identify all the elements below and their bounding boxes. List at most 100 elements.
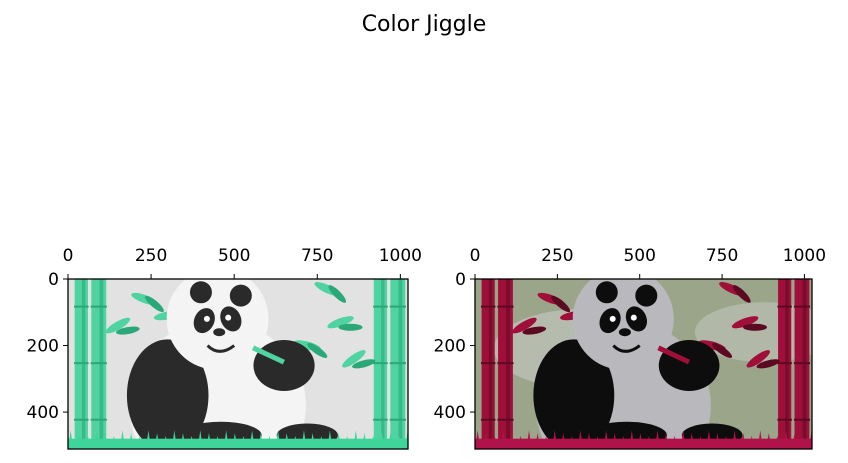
y-tick-label: 0: [455, 270, 466, 290]
x-tick-label: 1000: [379, 246, 422, 266]
grass-blade: [154, 433, 160, 449]
grass-blade: [258, 433, 264, 449]
bamboo-node: [793, 305, 811, 308]
grass-blade: [714, 433, 721, 449]
bamboo-leaf: [551, 295, 571, 313]
grass-blade: [663, 433, 669, 449]
panda-eye-patch: [599, 308, 621, 334]
panda-nose: [213, 328, 226, 337]
panda-arm-right: [253, 339, 315, 391]
grass-blade: [145, 430, 152, 449]
grass-blade: [309, 433, 316, 449]
bamboo-leaf: [115, 326, 140, 335]
grass-blade: [102, 433, 108, 449]
x-tick-label: 1000: [783, 246, 826, 266]
grass-blade: [774, 435, 781, 449]
x-tick-label: 0: [63, 246, 74, 266]
y-tick-label: 0: [48, 270, 59, 290]
grass-blade: [706, 430, 712, 449]
grass-blade: [671, 435, 678, 449]
bamboo-leaf: [338, 323, 363, 331]
bamboo-leaf: [746, 350, 770, 368]
bamboo-node: [389, 418, 407, 421]
bamboo-node: [389, 362, 407, 365]
grass-blade: [517, 435, 524, 449]
x-tick-label: 250: [135, 246, 167, 266]
grass-blade: [577, 430, 584, 449]
bamboo-node: [73, 305, 89, 308]
bamboo-leaf: [731, 316, 759, 329]
panda-ear: [595, 281, 618, 304]
grass-blade: [318, 435, 324, 449]
grass-blade: [500, 430, 506, 449]
axes-frame: [474, 278, 813, 450]
grass-blade: [284, 433, 290, 449]
grass-blade: [379, 430, 385, 449]
panda-eye: [203, 315, 210, 322]
grass-blade: [266, 435, 273, 449]
figure-title: Color Jiggle: [361, 12, 487, 37]
bamboo-leaf: [144, 295, 164, 313]
bamboo-node: [777, 362, 792, 365]
image-panel-right: 0 250 500 750 1000 0 200 400: [434, 246, 826, 450]
bamboo-leaf: [756, 359, 780, 369]
grass-blade: [111, 435, 117, 449]
bamboo-node: [90, 305, 107, 308]
grass-blade: [119, 430, 126, 449]
grass-blade: [612, 433, 618, 449]
grass-blade: [76, 433, 82, 449]
bamboo-leaf: [743, 323, 768, 331]
grass-blade: [206, 433, 212, 449]
grass-blade: [475, 430, 481, 449]
bamboo-leaf: [342, 350, 366, 368]
grass-blade: [405, 430, 408, 449]
grass-blade: [396, 435, 402, 449]
grass-blade: [689, 433, 695, 449]
grass-blade: [188, 435, 195, 449]
grass-blade: [483, 433, 489, 449]
bamboo-node: [793, 418, 811, 421]
grass-blade: [223, 430, 229, 449]
bamboo-node: [389, 305, 407, 308]
grass-blade: [586, 433, 592, 449]
grass-blade: [197, 430, 203, 449]
grass-blade: [93, 430, 100, 449]
bamboo-node: [90, 362, 107, 365]
bamboo-node: [497, 362, 514, 365]
bamboo-node: [373, 418, 388, 421]
bamboo-leaf: [105, 317, 131, 334]
x-tick-label: 750: [301, 246, 333, 266]
x-tick-label: 250: [541, 246, 573, 266]
panda-mouth: [206, 344, 236, 353]
grass-blade: [766, 433, 772, 449]
grass-blade: [594, 435, 601, 449]
panda-eye-patch: [193, 308, 215, 334]
bamboo-node: [497, 305, 514, 308]
x-tick-label: 750: [706, 246, 738, 266]
grass-blade: [275, 430, 281, 449]
grass-blade: [800, 435, 806, 449]
bamboo-node: [480, 418, 496, 421]
bamboo-node: [480, 305, 496, 308]
grass-blade: [783, 430, 789, 449]
grass-blade: [232, 433, 238, 449]
y-tick-label: 200: [434, 337, 466, 357]
axes-frame: [67, 278, 409, 450]
bamboo-leaf: [328, 285, 347, 303]
bamboo-node: [73, 418, 89, 421]
bamboo-node: [777, 418, 792, 421]
grass-blade: [68, 430, 74, 449]
bamboo-node: [480, 362, 496, 365]
y-tick-label: 400: [27, 403, 59, 423]
grass-blade: [387, 433, 394, 449]
grass-blade: [492, 435, 498, 449]
panda-ear: [229, 284, 252, 307]
bamboo-leaf: [352, 359, 376, 369]
panda-mouth: [612, 344, 641, 353]
bamboo-stick: [657, 345, 691, 365]
grass-blade: [335, 433, 342, 449]
bamboo-stick: [252, 345, 285, 365]
panda-ear: [189, 281, 212, 304]
